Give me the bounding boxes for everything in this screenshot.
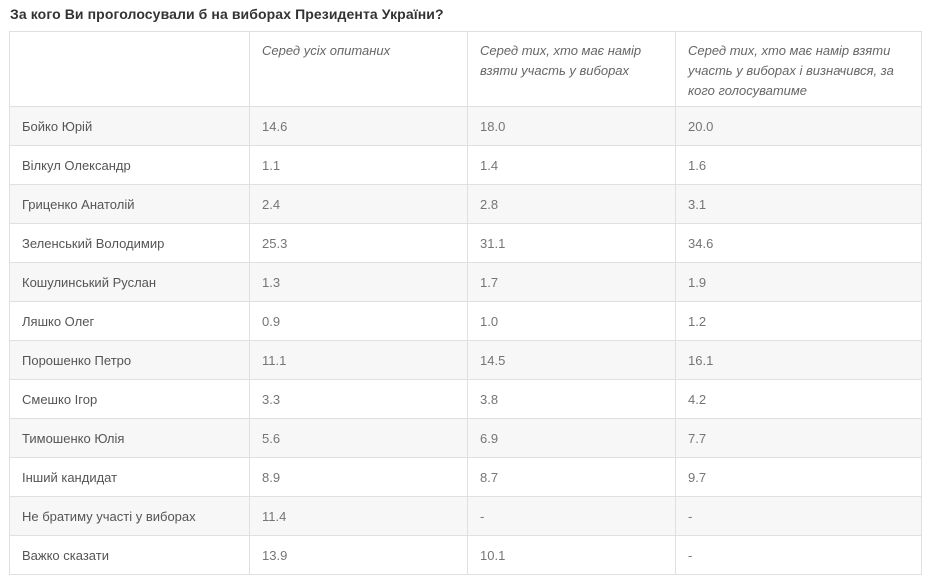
value-cell-all-respondents: 3.3 (249, 379, 468, 419)
candidate-name-cell: Інший кандидат (9, 457, 250, 497)
value-cell-intend-to-vote: 31.1 (467, 223, 676, 263)
value-cell-intend-to-vote: 8.7 (467, 457, 676, 497)
value-cell-all-respondents: 11.4 (249, 496, 468, 536)
header-row: Серед усіх опитаних Серед тих, хто має н… (9, 31, 922, 107)
value-cell-intend-to-vote: 18.0 (467, 106, 676, 146)
poll-results-table: Серед усіх опитаних Серед тих, хто має н… (9, 31, 922, 575)
value-cell-intend-and-decided: 20.0 (675, 106, 922, 146)
candidate-name-cell: Тимошенко Юлія (9, 418, 250, 458)
value-cell-all-respondents: 11.1 (249, 340, 468, 380)
candidate-name-cell: Важко сказати (9, 535, 250, 575)
header-cell-intend-and-decided: Серед тих, хто має намір взяти участь у … (675, 31, 922, 107)
table-row: Порошенко Петро 11.1 14.5 16.1 (9, 340, 922, 380)
poll-question-title: За кого Ви проголосували б на виборах Пр… (10, 6, 444, 22)
value-cell-intend-to-vote: 14.5 (467, 340, 676, 380)
value-cell-all-respondents: 13.9 (249, 535, 468, 575)
value-cell-intend-to-vote: 1.0 (467, 301, 676, 341)
table-body: Бойко Юрій 14.6 18.0 20.0 Вілкул Олексан… (9, 106, 922, 575)
value-cell-intend-and-decided: - (675, 496, 922, 536)
value-cell-all-respondents: 1.1 (249, 145, 468, 185)
candidate-name-cell: Смешко Ігор (9, 379, 250, 419)
table-row: Важко сказати 13.9 10.1 - (9, 535, 922, 575)
table-row: Смешко Ігор 3.3 3.8 4.2 (9, 379, 922, 419)
header-cell-intend-to-vote: Серед тих, хто має намір взяти участь у … (467, 31, 676, 107)
table-row: Не братиму участі у виборах 11.4 - - (9, 496, 922, 536)
table-row: Гриценко Анатолій 2.4 2.8 3.1 (9, 184, 922, 224)
candidate-name-cell: Порошенко Петро (9, 340, 250, 380)
value-cell-intend-to-vote: 6.9 (467, 418, 676, 458)
candidate-name-cell: Зеленський Володимир (9, 223, 250, 263)
value-cell-intend-and-decided: 34.6 (675, 223, 922, 263)
table-row: Кошулинський Руслан 1.3 1.7 1.9 (9, 262, 922, 302)
value-cell-all-respondents: 1.3 (249, 262, 468, 302)
value-cell-intend-and-decided: 1.9 (675, 262, 922, 302)
value-cell-all-respondents: 0.9 (249, 301, 468, 341)
value-cell-all-respondents: 25.3 (249, 223, 468, 263)
value-cell-intend-and-decided: 1.2 (675, 301, 922, 341)
value-cell-intend-and-decided: 1.6 (675, 145, 922, 185)
value-cell-intend-to-vote: - (467, 496, 676, 536)
table-row: Тимошенко Юлія 5.6 6.9 7.7 (9, 418, 922, 458)
value-cell-intend-and-decided: 3.1 (675, 184, 922, 224)
value-cell-intend-to-vote: 1.4 (467, 145, 676, 185)
table-row: Бойко Юрій 14.6 18.0 20.0 (9, 106, 922, 146)
table-row: Вілкул Олександр 1.1 1.4 1.6 (9, 145, 922, 185)
header-cell-all-respondents: Серед усіх опитаних (249, 31, 468, 107)
candidate-name-cell: Вілкул Олександр (9, 145, 250, 185)
value-cell-intend-and-decided: 16.1 (675, 340, 922, 380)
value-cell-intend-to-vote: 1.7 (467, 262, 676, 302)
value-cell-all-respondents: 2.4 (249, 184, 468, 224)
value-cell-intend-and-decided: 7.7 (675, 418, 922, 458)
header-cell-empty (9, 31, 250, 107)
value-cell-intend-to-vote: 3.8 (467, 379, 676, 419)
candidate-name-cell: Кошулинський Руслан (9, 262, 250, 302)
value-cell-all-respondents: 14.6 (249, 106, 468, 146)
value-cell-intend-to-vote: 2.8 (467, 184, 676, 224)
candidate-name-cell: Ляшко Олег (9, 301, 250, 341)
candidate-name-cell: Гриценко Анатолій (9, 184, 250, 224)
value-cell-intend-and-decided: 9.7 (675, 457, 922, 497)
value-cell-intend-and-decided: 4.2 (675, 379, 922, 419)
table-row: Зеленський Володимир 25.3 31.1 34.6 (9, 223, 922, 263)
value-cell-intend-and-decided: - (675, 535, 922, 575)
table-row: Інший кандидат 8.9 8.7 9.7 (9, 457, 922, 497)
value-cell-intend-to-vote: 10.1 (467, 535, 676, 575)
value-cell-all-respondents: 8.9 (249, 457, 468, 497)
table-header: Серед усіх опитаних Серед тих, хто має н… (9, 31, 922, 107)
value-cell-all-respondents: 5.6 (249, 418, 468, 458)
candidate-name-cell: Бойко Юрій (9, 106, 250, 146)
candidate-name-cell: Не братиму участі у виборах (9, 496, 250, 536)
table-row: Ляшко Олег 0.9 1.0 1.2 (9, 301, 922, 341)
